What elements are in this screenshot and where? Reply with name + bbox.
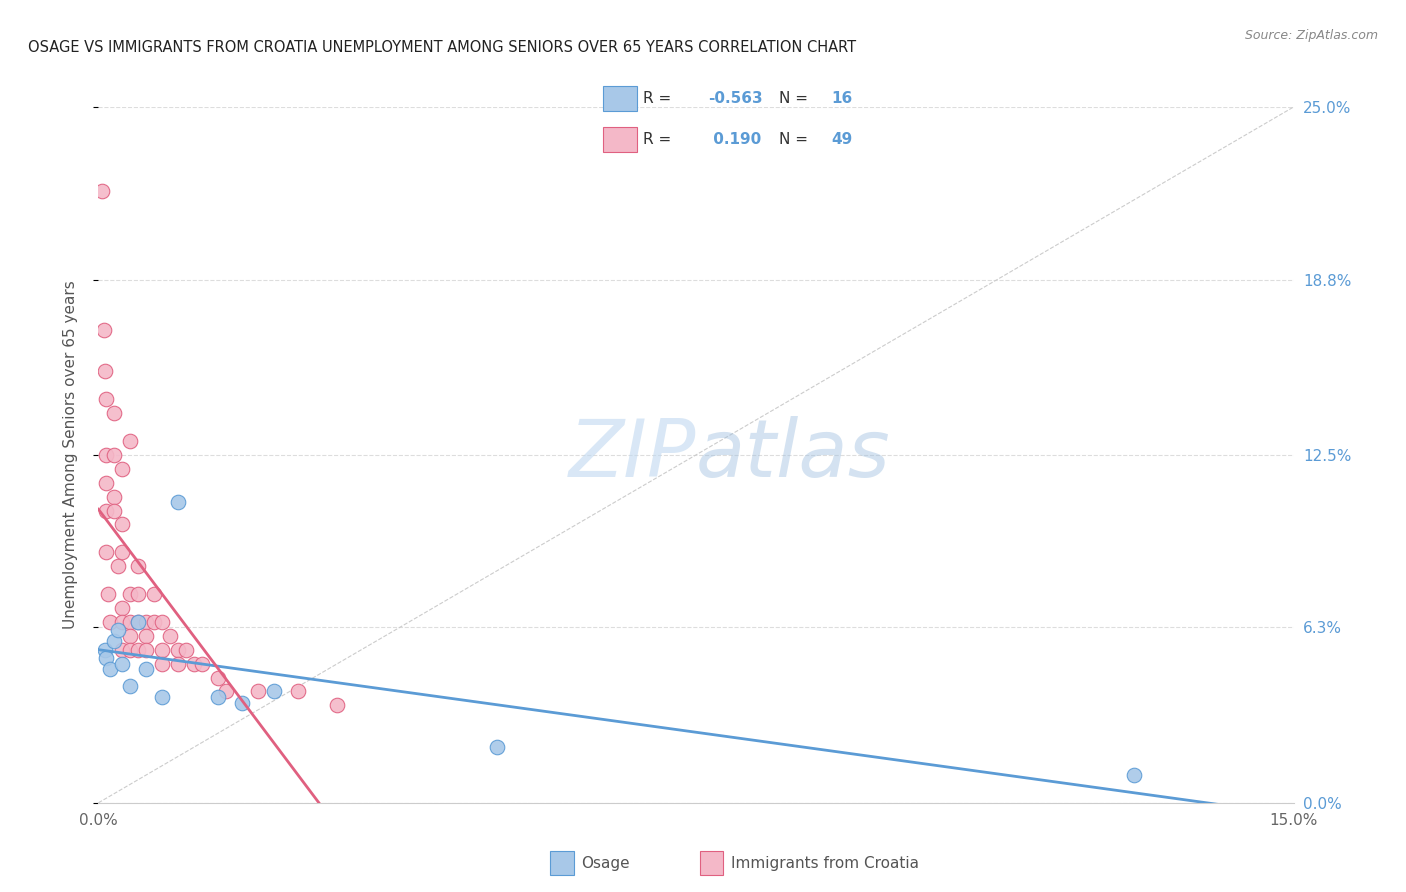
- Point: [98, 662, 122, 676]
- Point: [174, 642, 197, 657]
- Point: [215, 684, 238, 698]
- Point: [120, 642, 142, 657]
- Point: [120, 629, 142, 643]
- Point: [103, 448, 125, 462]
- Point: [98, 615, 122, 629]
- Point: [246, 684, 269, 698]
- Point: [111, 657, 134, 671]
- Point: [96, 392, 118, 407]
- Text: 0.190: 0.190: [709, 132, 761, 147]
- Text: OSAGE VS IMMIGRANTS FROM CROATIA UNEMPLOYMENT AMONG SENIORS OVER 65 YEARS CORREL: OSAGE VS IMMIGRANTS FROM CROATIA UNEMPLO…: [28, 40, 856, 55]
- Point: [231, 696, 253, 710]
- Point: [96, 448, 118, 462]
- Point: [111, 615, 134, 629]
- Point: [135, 615, 157, 629]
- Text: Source: ZipAtlas.com: Source: ZipAtlas.com: [1244, 29, 1378, 42]
- Point: [159, 629, 181, 643]
- Point: [135, 662, 157, 676]
- Point: [135, 642, 157, 657]
- Point: [107, 624, 129, 638]
- Point: [111, 517, 134, 532]
- Point: [135, 629, 157, 643]
- Point: [150, 657, 173, 671]
- Point: [150, 642, 173, 657]
- Point: [326, 698, 349, 713]
- Point: [96, 545, 118, 559]
- Point: [103, 503, 125, 517]
- Text: R =: R =: [643, 132, 676, 147]
- Point: [120, 434, 142, 448]
- Point: [111, 462, 134, 476]
- Point: [127, 642, 149, 657]
- Point: [127, 559, 149, 574]
- Point: [103, 490, 125, 504]
- Point: [263, 684, 285, 698]
- Point: [103, 634, 125, 648]
- Point: [103, 406, 125, 420]
- Point: [143, 615, 166, 629]
- Text: N =: N =: [779, 132, 813, 147]
- Point: [120, 587, 142, 601]
- Point: [127, 615, 149, 629]
- Point: [207, 690, 229, 704]
- Text: Immigrants from Croatia: Immigrants from Croatia: [731, 855, 920, 871]
- Point: [120, 679, 142, 693]
- Point: [207, 671, 229, 685]
- Point: [150, 690, 173, 704]
- Point: [107, 559, 129, 574]
- Point: [150, 615, 173, 629]
- Point: [485, 740, 508, 755]
- Bar: [550, 851, 574, 875]
- Point: [167, 495, 190, 509]
- Text: N =: N =: [779, 91, 813, 106]
- Text: Osage: Osage: [582, 855, 630, 871]
- Point: [191, 657, 214, 671]
- Bar: [700, 851, 723, 875]
- Text: 16: 16: [832, 91, 853, 106]
- Y-axis label: Unemployment Among Seniors over 65 years: Unemployment Among Seniors over 65 years: [63, 281, 77, 629]
- Point: [94, 642, 117, 657]
- Point: [1123, 768, 1146, 782]
- Point: [287, 684, 309, 698]
- Point: [111, 545, 134, 559]
- Point: [96, 503, 118, 517]
- Point: [143, 587, 166, 601]
- Text: R =: R =: [643, 91, 676, 106]
- Point: [93, 323, 115, 337]
- Point: [111, 601, 134, 615]
- Point: [127, 587, 149, 601]
- Text: -0.563: -0.563: [709, 91, 762, 106]
- Text: 49: 49: [832, 132, 853, 147]
- Bar: [603, 86, 637, 112]
- Point: [127, 615, 149, 629]
- Text: atlas: atlas: [696, 416, 891, 494]
- Point: [183, 657, 205, 671]
- Point: [96, 651, 118, 665]
- Point: [97, 587, 120, 601]
- Point: [96, 475, 118, 490]
- Text: ZIP: ZIP: [568, 416, 696, 494]
- Point: [167, 642, 190, 657]
- Point: [167, 657, 190, 671]
- Point: [94, 364, 117, 378]
- Point: [120, 615, 142, 629]
- Point: [111, 642, 134, 657]
- Bar: [603, 127, 637, 152]
- Point: [91, 184, 114, 198]
